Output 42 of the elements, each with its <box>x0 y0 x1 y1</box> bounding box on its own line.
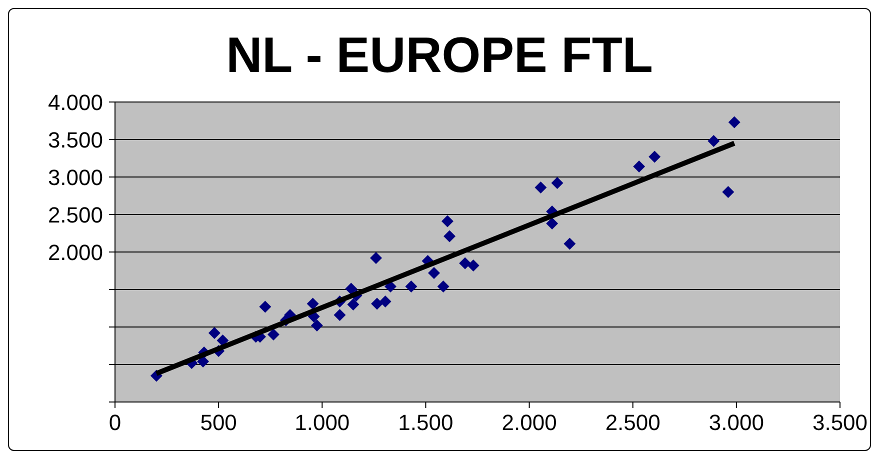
point <box>459 257 472 270</box>
point <box>564 238 576 250</box>
point <box>259 300 272 313</box>
point <box>708 135 720 147</box>
y-tick-label: 3.500 <box>48 128 103 152</box>
point <box>371 298 384 310</box>
point <box>334 309 346 321</box>
point <box>345 282 358 295</box>
point <box>379 296 392 308</box>
x-tick-label: 0 <box>108 410 122 435</box>
x-tick-label: 500 <box>200 410 237 435</box>
x-tick-label: 3.000 <box>708 410 764 435</box>
y-tick-label: 2.500 <box>48 202 103 228</box>
y-tick-label: 4.000 <box>48 90 103 115</box>
x-tick-label: 3.500 <box>812 410 868 435</box>
chart-title: NL - EUROPE FTL <box>226 27 653 83</box>
point <box>444 230 456 242</box>
x-tick-label: 2.000 <box>502 410 557 435</box>
point <box>216 334 229 346</box>
point <box>405 280 418 292</box>
point <box>437 280 450 292</box>
point <box>648 150 661 163</box>
point <box>441 215 454 228</box>
point <box>633 160 646 172</box>
y-tick-label: 3.000 <box>48 165 103 190</box>
point <box>347 298 360 310</box>
point <box>310 320 323 332</box>
y-tick-label: 2.000 <box>48 240 103 265</box>
point <box>370 252 382 264</box>
x-tick-label: 1.000 <box>294 410 350 435</box>
point <box>306 298 319 310</box>
x-tick-label: 1.500 <box>398 410 454 435</box>
x-tick-label: 2.500 <box>605 410 660 435</box>
point <box>722 186 734 198</box>
point <box>546 218 558 230</box>
point <box>551 177 564 189</box>
point <box>208 327 220 339</box>
point <box>428 267 440 279</box>
point <box>467 260 480 272</box>
point <box>728 116 740 128</box>
point <box>267 328 280 340</box>
point <box>534 182 547 194</box>
